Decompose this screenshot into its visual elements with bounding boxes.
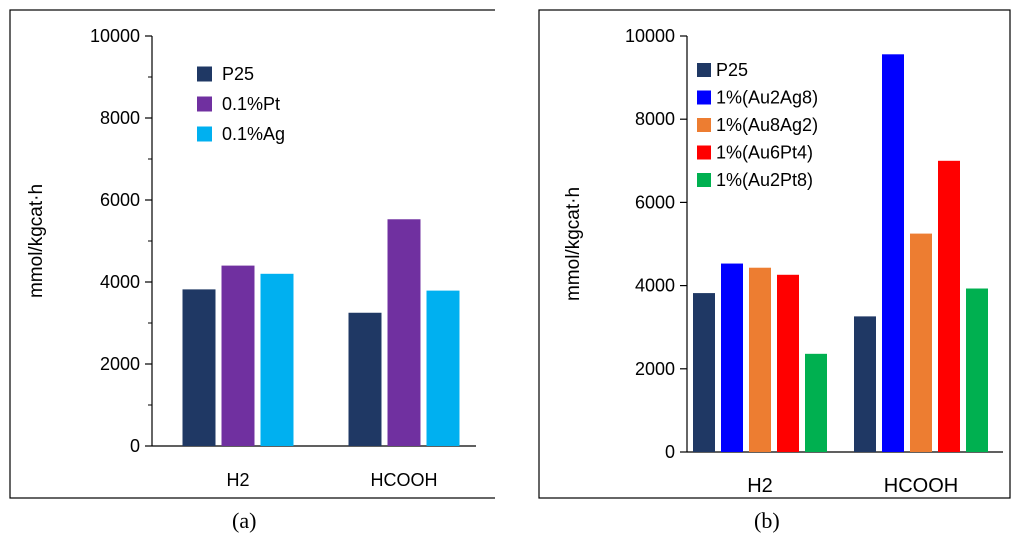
legend-label: 1%(Au8Ag2) — [716, 115, 818, 135]
bar-1-au2ag8--hcooh — [882, 54, 904, 452]
bar-0-1-ag-h2 — [260, 273, 294, 446]
legend-swatch — [697, 173, 711, 187]
legend-swatch — [197, 126, 212, 142]
y-tick-label: 8000 — [100, 108, 140, 128]
chart-panel-a: 0 2000 4000 6000 8000 10000 mmol/kgcat·h H2 HCOO… — [0, 0, 497, 510]
bar-0-1-pt-h2 — [221, 265, 255, 446]
bar-p25-h2 — [182, 289, 216, 446]
caption-b: (b) — [754, 508, 780, 533]
y-tick-label: 4000 — [100, 272, 140, 292]
legend-swatch — [697, 145, 711, 160]
y-axis-label: mmol/kgcat·h — [563, 187, 584, 301]
legend-label: 1%(Au2Pt8) — [716, 170, 813, 190]
y-tick-label: 6000 — [100, 190, 140, 210]
x-tick-label: HCOOH — [884, 475, 958, 497]
x-tick-label: HCOOH — [371, 470, 438, 490]
legend-swatch — [197, 66, 212, 82]
bar-1-au8ag2--hcooh — [910, 233, 932, 452]
legend-label: P25 — [716, 60, 748, 80]
y-tick-label: 0 — [130, 436, 140, 456]
legend-swatch — [697, 118, 711, 132]
bar-1-au6pt4--hcooh — [938, 160, 960, 453]
bar-1-au2ag8--h2 — [721, 263, 743, 452]
bar-1-au6pt4--h2 — [777, 274, 799, 452]
chart-b-svg: 0 2000 4000 6000 8000 10000 mmol/kgcat·h H2 HCOO… — [538, 9, 1011, 499]
bar-1-au2pt8--h2 — [805, 353, 827, 452]
legend-label: 1%(Au6Pt4) — [716, 143, 813, 163]
chart-panel-b: 0 2000 4000 6000 8000 10000 mmol/kgcat·h H2 HCOO… — [537, 0, 1012, 510]
bar-p25-hcooh — [348, 312, 382, 446]
bar-p25-hcooh — [854, 316, 876, 452]
y-tick-label: 2000 — [635, 359, 675, 379]
y-tick-label: 4000 — [635, 276, 675, 296]
bar-0-1-pt-hcooh — [387, 219, 421, 446]
y-tick-label: 6000 — [635, 192, 675, 212]
legend-label: 0.1%Ag — [222, 124, 285, 144]
y-axis-label: mmol/kgcat·h — [26, 184, 47, 298]
y-tick-label: 10000 — [90, 26, 140, 46]
chart-a-svg: 0 2000 4000 6000 8000 10000 mmol/kgcat·h H2 HCOO… — [9, 9, 497, 499]
legend-label: 1%(Au2Ag8) — [716, 88, 818, 108]
x-tick-label: H2 — [226, 470, 249, 490]
legend-label: 0.1%Pt — [222, 94, 280, 114]
legend-swatch — [197, 96, 212, 112]
bar-1-au2pt8--hcooh — [966, 288, 988, 452]
bar-p25-h2 — [693, 293, 715, 452]
x-tick-label: H2 — [747, 475, 773, 497]
legend-label: P25 — [222, 64, 254, 84]
y-tick-label: 0 — [665, 442, 675, 462]
legend-swatch — [697, 63, 711, 77]
y-tick-label: 8000 — [635, 109, 675, 129]
bar-1-au8ag2--h2 — [749, 267, 771, 452]
y-tick-label: 10000 — [625, 26, 675, 46]
caption-a: (a) — [232, 508, 257, 533]
y-tick-label: 2000 — [100, 354, 140, 374]
legend-swatch — [697, 90, 711, 105]
bar-0-1-ag-hcooh — [426, 290, 460, 446]
